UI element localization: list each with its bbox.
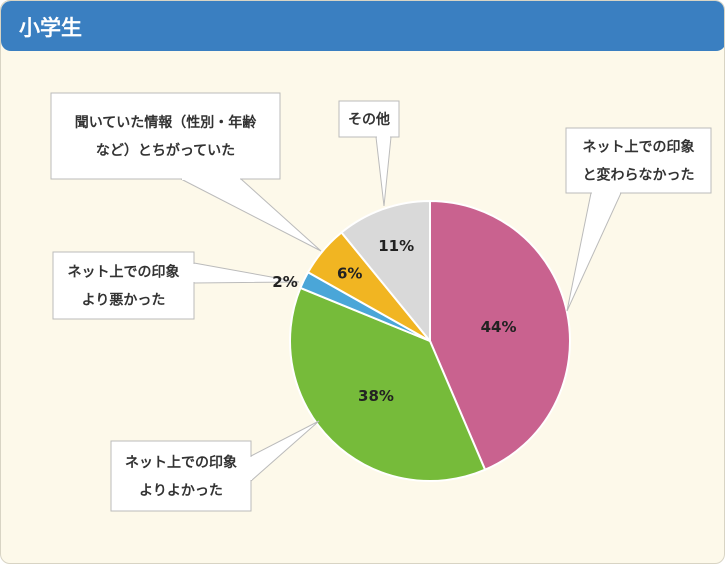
callout-rect [110, 440, 252, 512]
callout-pointer [566, 192, 622, 312]
slice-label: ネット上での印象 [68, 264, 180, 281]
slice-label: より悪かった [82, 293, 166, 309]
pct-label: 44% [481, 318, 517, 336]
slice-label: と変わらなかった [583, 167, 695, 184]
callout-box: その他 [338, 100, 400, 207]
pct-label: 6% [337, 264, 362, 282]
pie-slice [429, 199, 571, 472]
slice-label: よりよかった [139, 483, 223, 499]
pct-label: 38% [358, 387, 394, 405]
callout-rect [338, 100, 400, 138]
pie-slice [340, 199, 431, 344]
slice-label: 聞いていた情報（性別・年齢 [75, 114, 258, 131]
callout-rect [50, 92, 281, 180]
pct-label: 2% [272, 273, 297, 291]
pie-slice [289, 286, 487, 482]
callout-pointer [180, 178, 322, 252]
pct-label: 11% [378, 237, 414, 255]
slice-label: ネット上での印象 [125, 454, 237, 471]
callout-rect [565, 127, 712, 194]
slice-label: ネット上での印象 [583, 139, 695, 156]
slice-label: など）とちがっていた [96, 142, 235, 159]
callout-pointer [250, 420, 320, 483]
callout-pointer [375, 136, 392, 207]
callout-rect [52, 251, 195, 320]
slice-label: その他 [348, 111, 390, 128]
header-title: 小学生 [19, 16, 82, 40]
header-bar: 小学生 [1, 1, 724, 51]
